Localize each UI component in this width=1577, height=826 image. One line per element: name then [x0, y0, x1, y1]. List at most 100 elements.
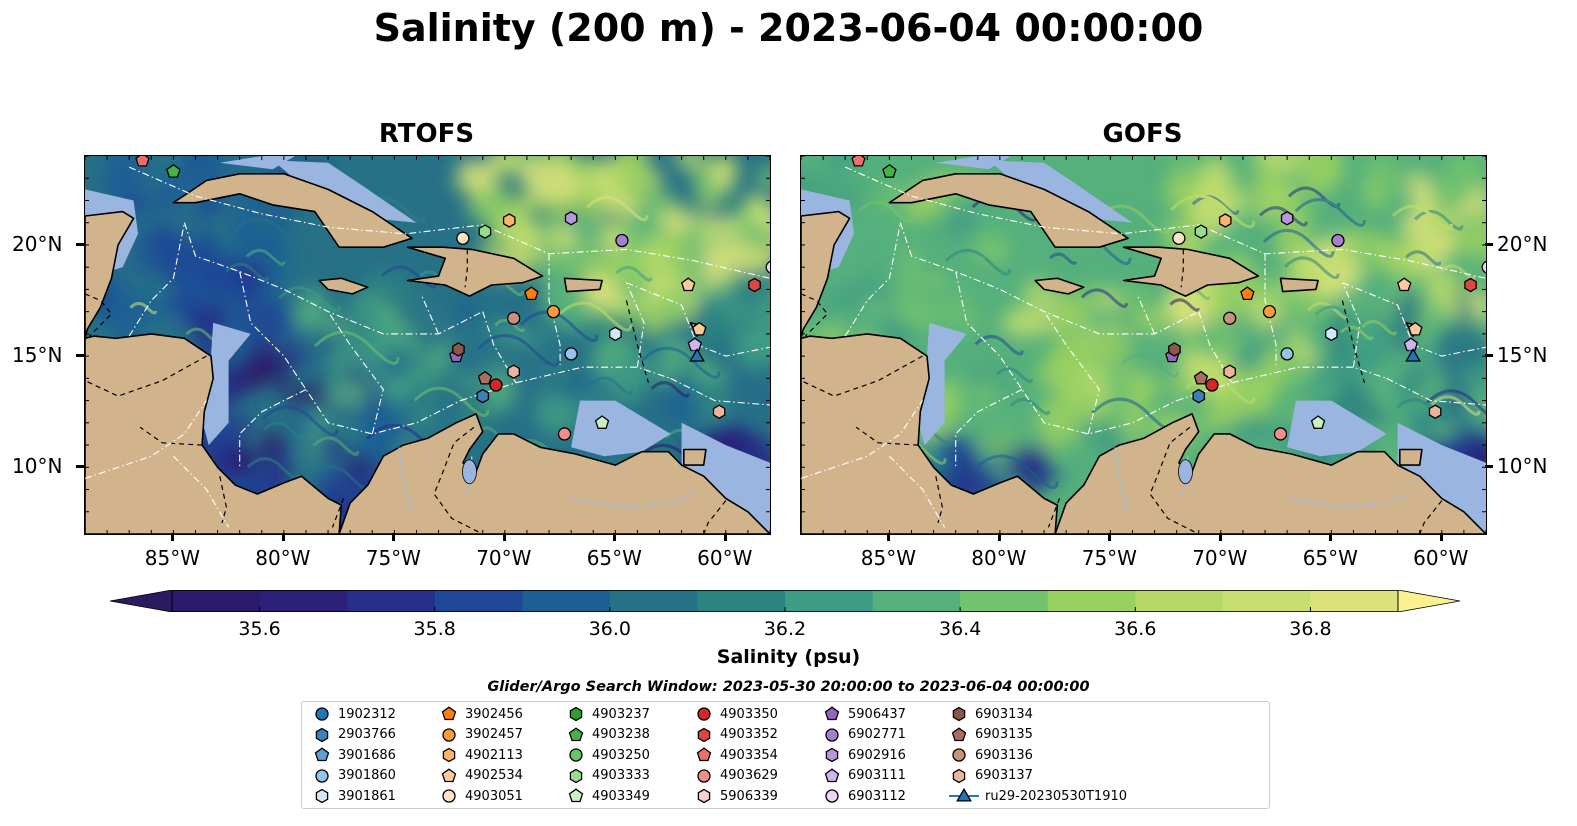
country-border [1419, 500, 1443, 534]
marker-4903051 [456, 231, 470, 245]
land-centralamerica [801, 333, 1059, 534]
colorbar-tick-label: 36.4 [938, 618, 982, 640]
legend-label: 6903112 [848, 788, 906, 804]
marker-4903350 [489, 378, 503, 392]
legend-label: 4903250 [592, 747, 650, 763]
marker-4903349 [1310, 415, 1326, 429]
legend-entry: 4903238 [566, 725, 650, 745]
lon-label: 85°W [144, 546, 200, 570]
legend-entry: 3901861 [312, 786, 396, 806]
legend-entry: 4902113 [439, 745, 523, 765]
eez-boundary [327, 311, 384, 435]
legend-label: 3901860 [338, 768, 396, 784]
colorbar-tick-label: 35.8 [413, 618, 456, 640]
marker-3902457 [1262, 304, 1277, 319]
gofs-map-canvas [801, 156, 1486, 534]
colorbar-segment [172, 590, 261, 612]
country-border [139, 426, 203, 446]
legend-entry: 6902771 [822, 725, 906, 745]
legend-label: 4903333 [592, 768, 650, 784]
country-border [801, 293, 829, 337]
eez-boundary [844, 222, 901, 337]
legend-label: 4903352 [720, 727, 778, 743]
legend-label: 4903237 [592, 706, 650, 722]
marker-3902456 [1240, 286, 1255, 301]
legend-marker-4903349 [568, 788, 584, 803]
legend-marker-1902312 [315, 707, 329, 721]
legend-label: 1902312 [338, 706, 396, 722]
legend-marker-4902534 [441, 768, 457, 782]
legend-label: 4903350 [720, 706, 778, 722]
legend-label: ru29-20230530T1910 [985, 788, 1128, 804]
rtofs-map [84, 155, 771, 535]
country-border [1149, 426, 1199, 534]
legend-label: 3901686 [338, 747, 396, 763]
legend-entry: 4903354 [694, 745, 778, 765]
marker-extra-1 [476, 388, 490, 404]
legend-marker-6903134 [952, 706, 966, 722]
legend-label: 4903051 [465, 788, 523, 804]
marker-6903112 [1481, 260, 1486, 274]
legend-label: 4903349 [592, 788, 650, 804]
colorbar-segment [1310, 590, 1399, 612]
colorbar-segment [960, 590, 1049, 612]
marker-4903349 [594, 415, 610, 429]
search-window-caption: Glider/Argo Search Window: 2023-05-30 20… [487, 679, 1090, 695]
legend-entry: 2903766 [312, 725, 396, 745]
colorbar-label: Salinity (psu) [716, 646, 861, 668]
eez-boundary [1176, 366, 1387, 402]
lon-label: 80°W [255, 546, 311, 570]
lat-tick [1485, 354, 1493, 358]
eez-boundary [239, 271, 461, 435]
legend-label: 4902534 [465, 768, 523, 784]
colorbar-segment [872, 590, 961, 612]
shelf-area [988, 160, 1133, 223]
shelf-area [272, 160, 417, 223]
colorbar-segment [609, 590, 699, 612]
eez-boundary [85, 400, 207, 479]
land-jamaica [1034, 277, 1085, 295]
legend-entry: 6903112 [822, 786, 906, 806]
eez-boundary [889, 455, 946, 528]
legend-marker-4903350 [697, 707, 711, 721]
colorbar-segment [434, 590, 523, 612]
legend-label: 2903766 [338, 727, 396, 743]
legend-marker-2903766 [315, 727, 329, 742]
lat-tick [76, 354, 84, 358]
marker-6902771 [1331, 233, 1345, 248]
marker-extra-2 [1408, 321, 1423, 336]
eez-boundary [1341, 282, 1361, 368]
lat-label-left: 20°N [12, 231, 63, 256]
eez-boundary [955, 389, 1023, 468]
eez-boundary [955, 271, 1177, 435]
legend-entry: 1902312 [312, 704, 396, 724]
land-yucatan [801, 210, 851, 340]
lat-label-right: 10°N [1497, 454, 1548, 479]
legend-label: 5906339 [720, 788, 778, 804]
country-border [219, 476, 228, 524]
legend-marker-6903135 [951, 726, 967, 741]
legend-label: 3901861 [338, 788, 396, 804]
marker-6903135 [1193, 370, 1209, 385]
legend-label: 6903137 [975, 768, 1033, 784]
colorbar-segment [347, 590, 436, 612]
marker-6903134 [1168, 342, 1181, 357]
colorbar-tick-label: 36.2 [763, 618, 807, 640]
legend-entry: 6902916 [822, 745, 906, 765]
legend-marker-6903112 [825, 789, 839, 804]
lon-tick [613, 533, 617, 541]
lon-label: 70°W [1192, 546, 1248, 570]
shelf-area [571, 400, 671, 457]
marker-extra-1 [1192, 388, 1206, 404]
legend-entry: 3902457 [439, 725, 523, 745]
lon-tick [502, 533, 506, 541]
eez-boundary [801, 400, 923, 479]
legend-marker-6902771 [825, 727, 839, 742]
legend-entry: 4903350 [694, 704, 778, 724]
marker-4903629 [1273, 427, 1288, 441]
country-border [433, 426, 483, 534]
colorbar-segment [259, 590, 348, 612]
eez-boundary [239, 389, 307, 468]
lon-label: 60°W [1413, 546, 1469, 570]
lon-label: 75°W [1081, 546, 1137, 570]
